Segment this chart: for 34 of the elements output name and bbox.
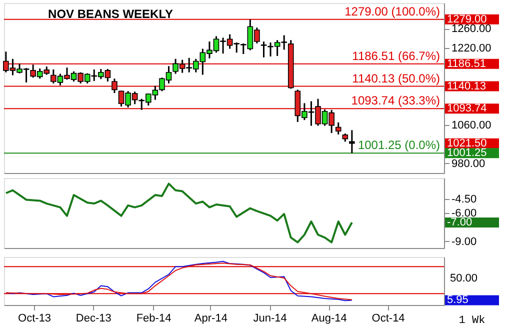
text: 1093.74: [447, 102, 487, 115]
text: 5.95: [447, 294, 468, 306]
text: -7.00: [447, 216, 472, 228]
ref-line-label: 1279.00 (100.0%): [344, 4, 440, 18]
x-tick-label: Feb-14: [136, 312, 172, 324]
x-tick-label: Oct-13: [18, 312, 52, 324]
x-tick-label: Oct-14: [372, 312, 405, 324]
ref-line-label: 1140.13 (50.0%): [352, 71, 440, 86]
y-tick-label: 1260.00: [452, 23, 492, 36]
ref-line-label: 1001.25 (0.0%): [358, 138, 440, 152]
text: 1279.00: [447, 13, 487, 26]
x-tick-label: Jun-14: [253, 312, 287, 324]
text: 1140.13: [447, 80, 486, 92]
x-tick-label: Aug-14: [311, 312, 347, 324]
ref-line-label: 1186.51 (66.7%): [352, 48, 440, 63]
chart-title: NOV BEANS WEEKLY: [48, 7, 173, 21]
ref-line-label: 1093.74 (33.3%): [351, 94, 440, 108]
y-tick-label: 980.00: [452, 158, 486, 170]
text: 1 Wk: [458, 315, 486, 327]
text: 1186.51: [447, 58, 486, 70]
text: 1001.25: [447, 147, 487, 160]
y-tick-label: -9.00: [452, 236, 477, 248]
candlestick: [260, 40, 267, 58]
candlestick: [112, 78, 118, 94]
y-tick-label: -4.50: [452, 193, 477, 206]
line-series: [4, 182, 353, 244]
text: 50.00: [450, 272, 478, 285]
x-tick-label: Apr-14: [194, 312, 228, 324]
text: 1021.50: [447, 137, 487, 150]
y-tick-label: 1060.00: [452, 119, 492, 132]
candlestick: [335, 122, 342, 136]
y-tick-label: 1220.00: [452, 42, 492, 54]
candlestick: [349, 129, 355, 154]
x-tick-label: Dec-13: [76, 312, 112, 324]
